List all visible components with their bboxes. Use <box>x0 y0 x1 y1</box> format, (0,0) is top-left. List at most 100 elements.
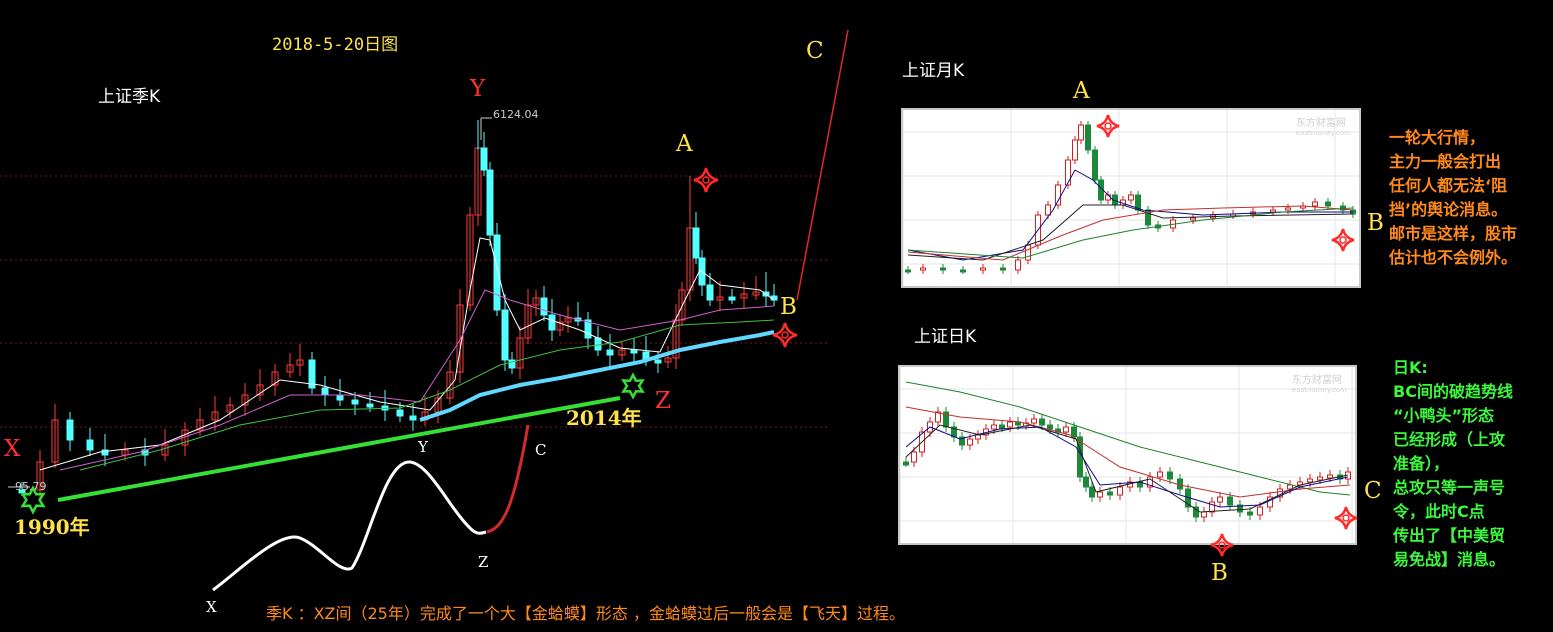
monthly-candle <box>1312 198 1318 210</box>
quarterly-candle <box>381 390 389 421</box>
daily-candle <box>1137 477 1143 492</box>
ma-white <box>39 237 775 471</box>
year-1990-label: 1990年 <box>14 515 90 539</box>
quarterly-candle <box>101 434 109 466</box>
quarterly-candle <box>66 412 74 451</box>
quarterly-candle <box>256 369 264 401</box>
peak-value-label: 6124.04 <box>493 108 539 121</box>
quarterly-candle <box>51 404 59 468</box>
daily-candle <box>911 447 917 467</box>
schematic-c-curve <box>486 424 530 534</box>
quarterly-candle <box>630 338 638 363</box>
daily-candle <box>951 422 957 442</box>
wave-label-a: A <box>676 131 693 157</box>
quarterly-candle <box>241 383 249 416</box>
quarterly-candle <box>606 334 614 366</box>
green-note-line: 令，此时C点 <box>1393 502 1485 521</box>
daily-candle <box>1107 487 1113 500</box>
quarterly-candle <box>409 404 417 431</box>
monthly-candle <box>1092 146 1098 184</box>
orange-note-line: 主力一般会打出 <box>1389 152 1502 171</box>
ma-green <box>79 319 775 471</box>
schematic-label-y: Y <box>418 438 428 456</box>
daily-candle <box>1055 424 1061 437</box>
schematic-label-x: X <box>206 598 217 616</box>
quarterly-candle <box>336 379 344 406</box>
monthly-candle <box>1078 121 1084 144</box>
monthly-candle <box>940 264 946 274</box>
green-note-line: 总攻只等一声号 <box>1393 478 1506 497</box>
daily-candle <box>1217 492 1223 507</box>
daily-candle <box>1047 420 1053 434</box>
quarterly-candle <box>501 294 509 371</box>
quarterly-candle <box>664 346 672 368</box>
daily-candle <box>1167 467 1173 484</box>
orange-note-line: 邮市是这样，股市 <box>1389 224 1518 243</box>
quarterly-candle <box>716 281 724 311</box>
orange-note-line: 一轮大行情， <box>1389 128 1486 147</box>
red-marker-b <box>772 322 798 348</box>
quarterly-candle <box>296 344 304 376</box>
daily-candle <box>959 432 965 450</box>
projected-c-line <box>796 29 849 301</box>
green-note-line: 日K: <box>1393 358 1428 377</box>
schematic-label-c: C <box>535 441 547 459</box>
quarterly-candle <box>181 422 189 456</box>
low-value-label: 95.79 <box>15 480 47 493</box>
daily-ma-red <box>905 406 1351 498</box>
daily-chart-panel: 东方财富网 eastmoney.com <box>898 365 1357 545</box>
daily-candle <box>1193 502 1199 522</box>
quarterly-candle <box>321 376 329 406</box>
monthly-candle <box>1072 136 1078 164</box>
daily-candle <box>1083 472 1089 492</box>
daily-candle <box>1117 482 1123 500</box>
support-trendline <box>57 396 621 502</box>
wave-label-x: X <box>4 436 21 462</box>
monthly-candle <box>1015 256 1021 274</box>
quarterly-candle <box>86 428 94 456</box>
green-star-2014 <box>621 372 645 400</box>
quarterly-candle <box>480 132 488 176</box>
quarterly-candle <box>524 289 532 344</box>
green-note-line: BC间的破趋势线 <box>1393 382 1513 401</box>
quarterly-candle <box>351 392 359 415</box>
monthly-candle <box>1270 206 1276 216</box>
daily-candle <box>1089 482 1095 502</box>
quarterly-candle <box>308 352 316 394</box>
quarterly-candle <box>211 396 219 431</box>
daily-candle <box>1277 484 1283 502</box>
monthly-label-b: B <box>1367 210 1384 236</box>
monthly-candle <box>1065 156 1071 189</box>
ma-cyan-long <box>419 330 775 422</box>
quarterly-candle <box>540 286 548 321</box>
daily-candle <box>975 430 981 444</box>
green-note-line: 易免战】消息。 <box>1393 550 1506 569</box>
monthly-candle <box>905 266 911 274</box>
quarterly-candles <box>18 120 778 501</box>
monthly-ma-green <box>907 207 1354 259</box>
red-marker-a <box>693 167 719 193</box>
monthly-candle <box>1000 264 1006 274</box>
quarterly-candle <box>36 450 44 501</box>
daily-ma-black <box>905 424 1349 513</box>
quarterly-candle <box>740 282 748 309</box>
monthly-candle <box>1145 206 1151 229</box>
quarterly-candle <box>532 290 540 316</box>
monthly-candle <box>1085 121 1091 154</box>
daily-candle <box>1147 472 1153 492</box>
daily-label-c: C <box>1364 478 1382 504</box>
main-chart-gridlines <box>0 175 830 428</box>
quarterly-candle <box>584 312 592 349</box>
monthly-chart-panel: 东方财富网 eastmoney.com <box>901 108 1361 288</box>
quarterly-candle <box>594 326 602 356</box>
monthly-ma-red <box>907 205 1354 261</box>
schematic-label-z: Z <box>478 553 489 571</box>
daily-candle <box>1327 470 1333 482</box>
quarterly-candle <box>706 273 714 306</box>
monthly-title: 上证月K <box>902 61 965 81</box>
daily-candle <box>999 420 1005 432</box>
daily-ma-blue <box>905 426 1349 508</box>
green-note-line: 已经形成（上攻 <box>1393 430 1506 449</box>
quarterly-candle <box>556 314 564 336</box>
